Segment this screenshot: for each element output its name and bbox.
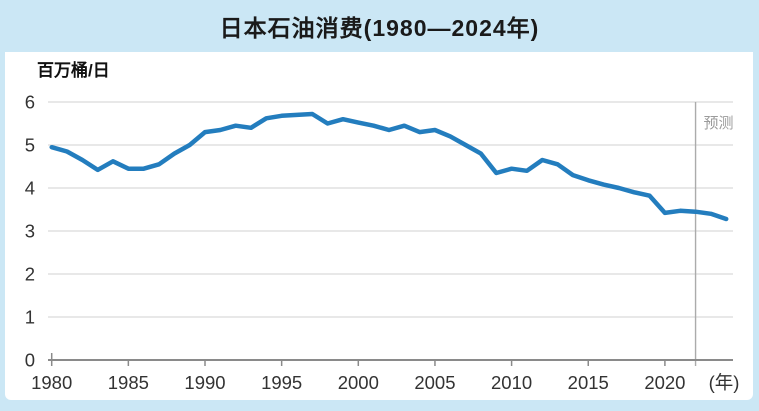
x-tick-label-2000: 2000 — [338, 372, 379, 393]
y-tick-label-6: 6 — [25, 92, 35, 113]
x-tick-label-2005: 2005 — [414, 372, 455, 393]
y-tick-label-1: 1 — [25, 307, 35, 328]
x-tick-label-2015: 2015 — [568, 372, 609, 393]
chart-title-bar: 日本石油消费(1980—2024年) — [0, 0, 759, 52]
y-axis-unit-label: 百万桶/日 — [37, 60, 110, 80]
y-tick-label-4: 4 — [25, 178, 35, 199]
x-tick-label-2010: 2010 — [491, 372, 532, 393]
x-tick-label-1995: 1995 — [261, 372, 302, 393]
x-tick-label-1980: 1980 — [31, 372, 72, 393]
chart-title: 日本石油消费(1980—2024年) — [219, 15, 540, 41]
oil-consumption-line — [49, 111, 729, 222]
y-tick-label-2: 2 — [25, 264, 35, 285]
forecast-label: 预测 — [704, 115, 734, 132]
y-tick-label-5: 5 — [25, 135, 35, 156]
plot-panel: 0 1 2 3 4 5 6 百万桶/日预测 1980 1985 1990 1995 2000 2005 20… — [5, 52, 753, 400]
x-axis-year-suffix: (年) — [709, 372, 740, 393]
x-tick-label-2020: 2020 — [644, 372, 685, 393]
x-tick-label-1990: 1990 — [184, 372, 225, 393]
y-tick-label-0: 0 — [25, 350, 35, 371]
x-tick-label-1985: 1985 — [108, 372, 149, 393]
y-tick-label-3: 3 — [25, 221, 35, 242]
